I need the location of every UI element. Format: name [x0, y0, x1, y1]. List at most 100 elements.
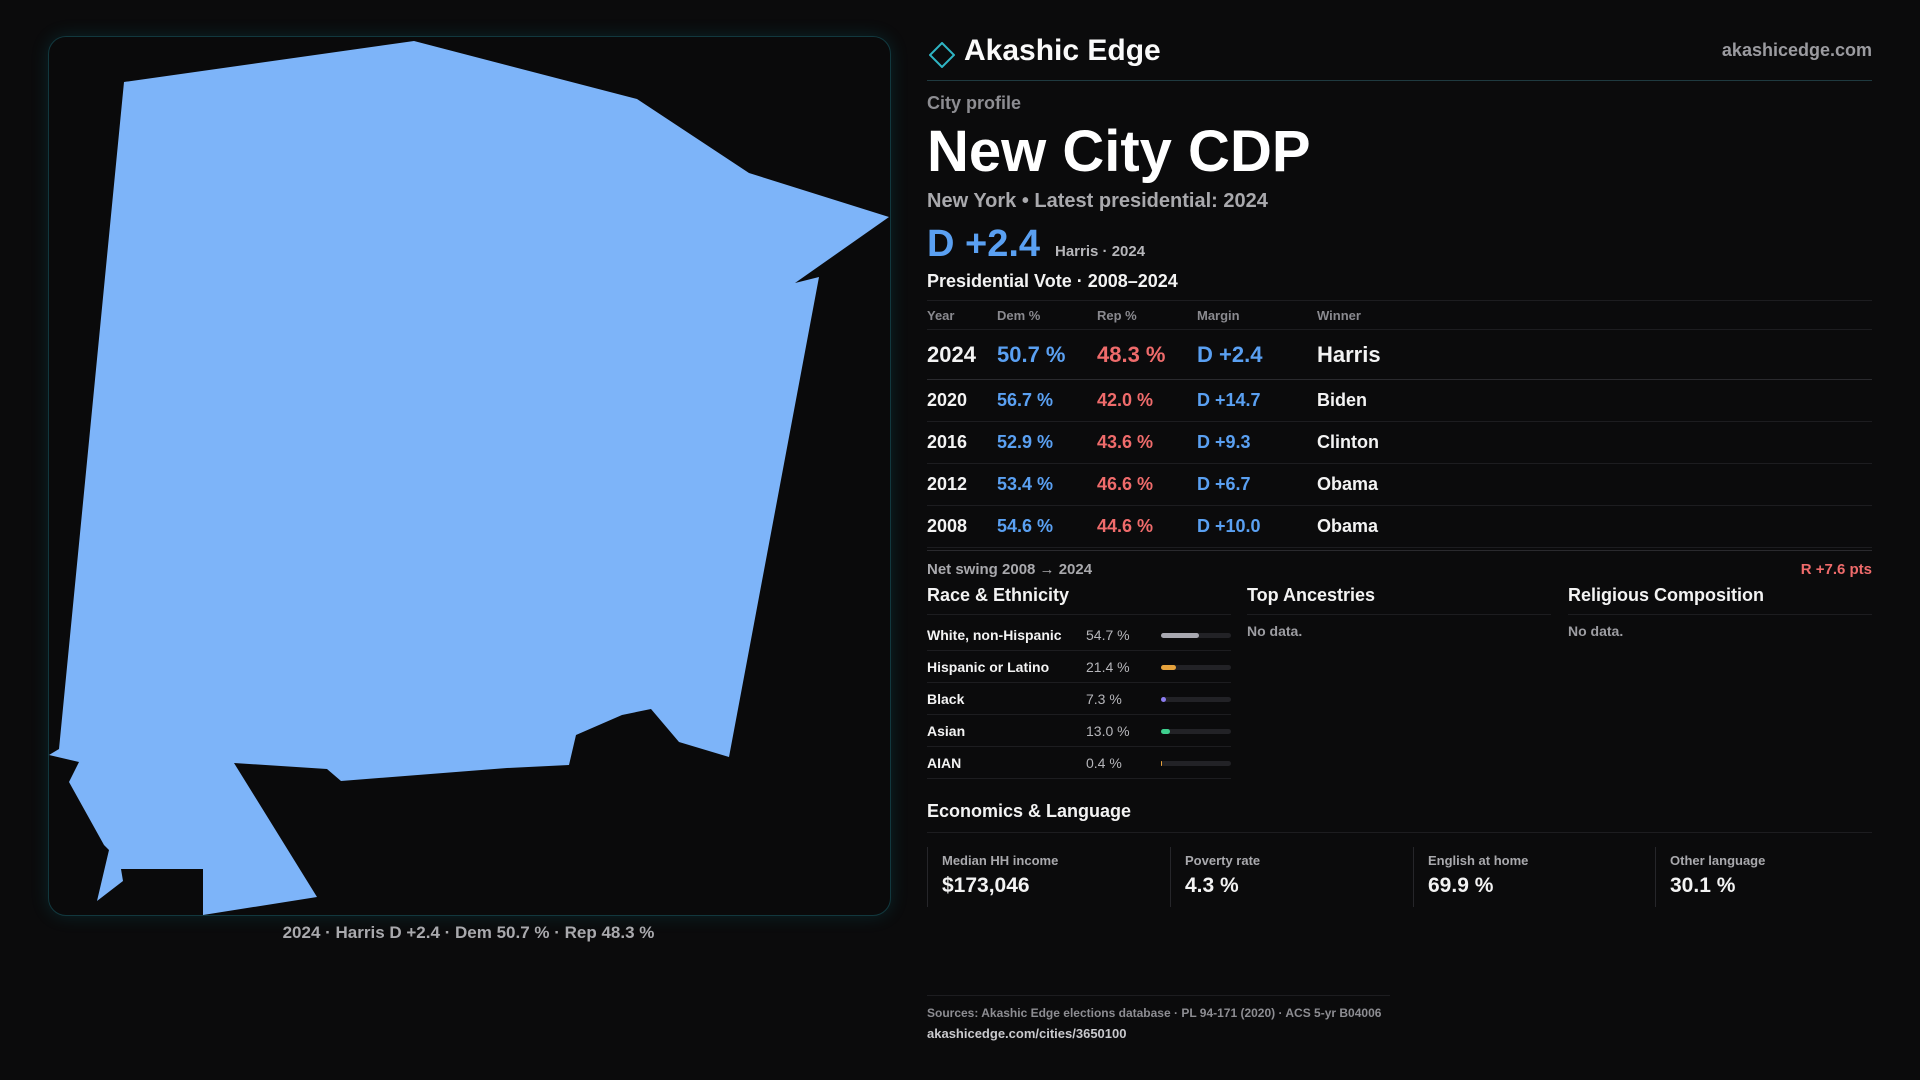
religion-section: Religious Composition No data.: [1568, 585, 1872, 639]
race-heading: Race & Ethnicity: [927, 585, 1231, 615]
race-row: Hispanic or Latino 21.4 %: [927, 651, 1231, 683]
brand-header: Akashic Edge akashicedge.com: [927, 30, 1872, 81]
stat-median-income: Median HH income $173,046: [927, 847, 1162, 907]
stat-english-at-home: English at home 69.9 %: [1413, 847, 1648, 907]
race-name: Hispanic or Latino: [927, 659, 1050, 675]
stat-label: English at home: [1428, 853, 1529, 868]
race-bar-track: [1161, 761, 1231, 766]
table-row: 2008 54.6 % 44.6 % D +10.0 Obama: [927, 505, 1872, 548]
city-boundary-map: [48, 36, 891, 916]
row-margin: D +14.7: [1197, 379, 1317, 422]
stat-label: Poverty rate: [1185, 853, 1261, 868]
race-bar-track: [1161, 633, 1231, 638]
race-bar-fill: [1161, 697, 1167, 702]
net-swing: Net swing 2008 → 2024 R +7.6 pts: [927, 550, 1872, 585]
religion-empty: No data.: [1568, 623, 1624, 639]
stat-label: Median HH income: [942, 853, 1059, 868]
table-row: 2024 50.7 % 48.3 % D +2.4 Harris: [927, 329, 1872, 380]
race-row: Asian 13.0 %: [927, 715, 1231, 747]
table-row: 2020 56.7 % 42.0 % D +14.7 Biden: [927, 379, 1872, 422]
row-dem: 54.6 %: [997, 505, 1097, 548]
row-winner: Harris: [1317, 329, 1872, 380]
row-rep: 46.6 %: [1097, 463, 1197, 506]
ancestries-section: Top Ancestries No data.: [1247, 585, 1551, 639]
map-svg: [49, 41, 889, 915]
presidential-table: Year Dem % Rep % Margin Winner 2024 50.7…: [927, 300, 1872, 548]
table-row: 2012 53.4 % 46.6 % D +6.7 Obama: [927, 463, 1872, 506]
map-caption: 2024 · Harris D +2.4 · Dem 50.7 % · Rep …: [282, 923, 655, 942]
row-rep: 42.0 %: [1097, 379, 1197, 422]
row-rep: 48.3 %: [1097, 329, 1197, 380]
race-section: Race & Ethnicity White, non-Hispanic 54.…: [927, 585, 1231, 779]
sources-note: Sources: Akashic Edge elections database…: [927, 1006, 1382, 1020]
demographics-columns: Race & Ethnicity White, non-Hispanic 54.…: [927, 585, 1872, 795]
race-name: Asian: [927, 723, 966, 739]
col-margin: Margin: [1197, 300, 1317, 330]
brand-name: Akashic Edge: [964, 34, 1161, 67]
brand-url[interactable]: akashicedge.com: [1721, 40, 1872, 60]
race-row: White, non-Hispanic 54.7 %: [927, 619, 1231, 651]
race-row: Black 7.3 %: [927, 683, 1231, 715]
race-pct: 13.0 %: [1086, 723, 1130, 739]
row-year: 2016: [927, 421, 997, 464]
economics-heading: Economics & Language: [927, 801, 1872, 833]
race-pct: 0.4 %: [1086, 755, 1122, 771]
page-footer: Sources: Akashic Edge elections database…: [927, 995, 1390, 1041]
row-margin: D +9.3: [1197, 421, 1317, 464]
page-title: New City CDP: [927, 119, 1311, 184]
ancestries-heading: Top Ancestries: [1247, 585, 1551, 615]
row-margin: D +6.7: [1197, 463, 1317, 506]
race-name: Black: [927, 691, 965, 707]
row-winner: Clinton: [1317, 421, 1872, 464]
race-bar-fill: [1161, 729, 1171, 734]
row-winner: Biden: [1317, 379, 1872, 422]
stat-label: Other language: [1670, 853, 1766, 868]
race-bar-fill: [1161, 633, 1200, 638]
row-margin: D +2.4: [1197, 329, 1317, 380]
col-year: Year: [927, 300, 997, 330]
city-boundary-shape: [49, 41, 889, 915]
headline-margin: D +2.4: [927, 223, 1041, 265]
race-pct: 21.4 %: [1086, 659, 1130, 675]
race-bar-track: [1161, 665, 1231, 670]
table-row: 2016 52.9 % 43.6 % D +9.3 Clinton: [927, 421, 1872, 464]
row-dem: 50.7 %: [997, 329, 1097, 380]
race-pct: 7.3 %: [1086, 691, 1122, 707]
race-bar-fill: [1161, 665, 1176, 670]
stat-value: 69.9 %: [1428, 874, 1494, 897]
page-subtitle: New York • Latest presidential: 2024: [927, 190, 1268, 212]
stat-value: 4.3 %: [1185, 874, 1239, 897]
ancestries-empty: No data.: [1247, 623, 1303, 639]
race-pct: 54.7 %: [1086, 627, 1130, 643]
row-dem: 53.4 %: [997, 463, 1097, 506]
net-swing-value: R +7.6 pts: [1800, 561, 1872, 578]
footer-url[interactable]: akashicedge.com/cities/3650100: [927, 1026, 1127, 1041]
headline-result: D +2.4 Harris · 2024: [927, 223, 1872, 267]
race-bar-track: [1161, 729, 1231, 734]
net-swing-label: Net swing 2008 → 2024: [927, 561, 1093, 578]
row-rep: 43.6 %: [1097, 421, 1197, 464]
race-row: AIAN 0.4 %: [927, 747, 1231, 779]
page-kicker: City profile: [927, 93, 1022, 113]
row-year: 2008: [927, 505, 997, 548]
row-margin: D +10.0: [1197, 505, 1317, 548]
stat-value: $173,046: [942, 874, 1030, 897]
race-bar-track: [1161, 697, 1231, 702]
religion-heading: Religious Composition: [1568, 585, 1872, 615]
row-year: 2012: [927, 463, 997, 506]
row-year: 2024: [927, 329, 997, 380]
headline-meta: Harris · 2024: [1055, 243, 1146, 260]
row-winner: Obama: [1317, 505, 1872, 548]
economics-stats: Median HH income $173,046 Poverty rate 4…: [927, 847, 1872, 915]
race-name: White, non-Hispanic: [927, 627, 1062, 643]
row-year: 2020: [927, 379, 997, 422]
stat-other-language: Other language 30.1 %: [1655, 847, 1870, 907]
row-rep: 44.6 %: [1097, 505, 1197, 548]
presidential-heading: Presidential Vote · 2008–2024: [927, 271, 1178, 291]
stat-poverty-rate: Poverty rate 4.3 %: [1170, 847, 1405, 907]
col-rep: Rep %: [1097, 300, 1197, 330]
race-name: AIAN: [927, 755, 962, 771]
diamond-outline-icon: [929, 42, 955, 68]
row-dem: 52.9 %: [997, 421, 1097, 464]
row-dem: 56.7 %: [997, 379, 1097, 422]
